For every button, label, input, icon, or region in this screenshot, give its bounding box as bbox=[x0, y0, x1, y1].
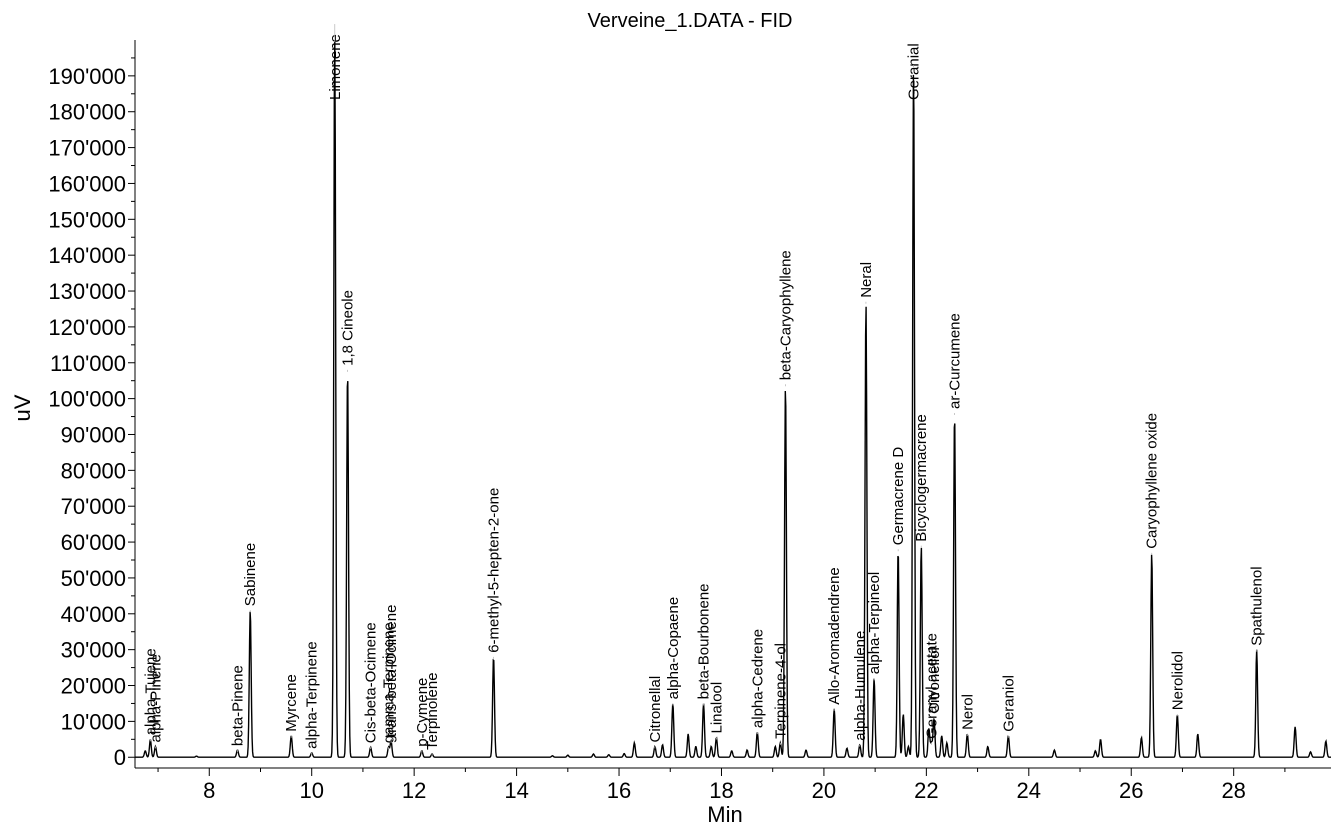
x-tick-label: 26 bbox=[1119, 778, 1143, 803]
y-tick-label: 20'000 bbox=[61, 674, 126, 699]
peak-label: gamma-Terpinene bbox=[381, 622, 398, 743]
peak-label: alpha-Tujene bbox=[142, 648, 159, 735]
x-axis: 8 10 12 14 16 18 20 22 24 26 28 bbox=[157, 768, 1286, 803]
y-tick-label: 190'000 bbox=[48, 64, 126, 89]
chart-title: Verveine_1.DATA - FID bbox=[588, 10, 793, 32]
x-tick-label: 12 bbox=[402, 778, 426, 803]
peak-label: beta-Pinene bbox=[229, 665, 246, 746]
peak-label: alpha-Cedrene bbox=[749, 629, 766, 728]
x-tick-label: 18 bbox=[709, 778, 733, 803]
peak-label: alpha-Terpinene bbox=[304, 641, 321, 749]
x-tick-label: 24 bbox=[1017, 778, 1041, 803]
x-tick-label: 20 bbox=[812, 778, 836, 803]
peak-label: ar-Curcumene bbox=[947, 313, 964, 409]
peak-label: 1,8 Cineole bbox=[340, 290, 357, 366]
y-tick-label: 10'000 bbox=[61, 709, 126, 734]
y-tick-label: 30'000 bbox=[61, 638, 126, 663]
y-tick-label: 40'000 bbox=[61, 602, 126, 627]
peak-label: Neral bbox=[858, 262, 875, 298]
y-tick-label: 170'000 bbox=[48, 136, 126, 161]
y-tick-label: 60'000 bbox=[61, 530, 126, 555]
y-tick-label: 0 bbox=[114, 745, 126, 770]
peak-label: Linalool bbox=[708, 682, 725, 734]
peak-label: alpha-Terpineol bbox=[866, 572, 883, 675]
x-tick-label: 16 bbox=[607, 778, 631, 803]
peak-label: Geraniol bbox=[1000, 675, 1017, 732]
y-tick-label: 100'000 bbox=[48, 387, 126, 412]
peak-label: Myrcene bbox=[283, 674, 300, 732]
y-tick-label: 50'000 bbox=[61, 566, 126, 591]
peak-label: Caryophyllene oxide bbox=[1144, 413, 1161, 549]
peak-label: 6-methyl-5-hepten-2-one bbox=[486, 488, 503, 653]
x-tick-label: 14 bbox=[504, 778, 528, 803]
peak-label: Germacrene D bbox=[890, 447, 907, 546]
y-tick-label: 70'000 bbox=[61, 494, 126, 519]
peak-label: alpha-Humulene bbox=[852, 631, 869, 741]
peak-label: Nerol bbox=[959, 694, 976, 730]
peak-label: Allo-Aromadendrene bbox=[826, 567, 843, 705]
peak-label: Citronellal bbox=[647, 676, 664, 743]
peak-label: Cis-beta-Ocimene bbox=[363, 622, 380, 743]
y-tick-label: 160'000 bbox=[48, 171, 126, 196]
peak-label: Terpinene-4-ol bbox=[772, 643, 789, 739]
y-tick-label: 80'000 bbox=[61, 458, 126, 483]
peak-label: Sabinene bbox=[242, 543, 259, 606]
y-tick-label: 140'000 bbox=[48, 243, 126, 268]
y-tick-label: 110'000 bbox=[50, 351, 126, 376]
y-tick-label: 180'000 bbox=[48, 100, 126, 125]
y-tick-label: 150'000 bbox=[48, 207, 126, 232]
peak-label: p-Cymene bbox=[414, 678, 431, 747]
peak-label: Nerolidol bbox=[1169, 651, 1186, 710]
peak-label: Citronellol bbox=[926, 647, 943, 714]
peak-label: Geranial bbox=[906, 43, 923, 100]
y-tick-label: 90'000 bbox=[61, 422, 126, 447]
peak-label: Terpinolene bbox=[424, 672, 441, 750]
peak-label: alpha-Copaene bbox=[665, 597, 682, 700]
y-tick-label: 120'000 bbox=[48, 315, 126, 340]
y-axis-label: uV bbox=[10, 394, 35, 421]
x-tick-label: 10 bbox=[299, 778, 323, 803]
peak-label: beta-Bourbonene bbox=[696, 583, 713, 699]
y-axis: 0 10'000 20'000 30'000 40'000 50'000 60'000 70'… bbox=[48, 57, 135, 770]
x-tick-label: 22 bbox=[914, 778, 938, 803]
x-tick-label: 8 bbox=[203, 778, 215, 803]
x-tick-label: 28 bbox=[1221, 778, 1245, 803]
peak-label: Limonene bbox=[327, 34, 344, 100]
peak-label: Bicyclogermacrene bbox=[913, 414, 930, 542]
peak-label: beta-Caryophyllene bbox=[778, 250, 795, 380]
y-tick-label: 130'000 bbox=[48, 279, 126, 304]
chromatogram-trace bbox=[135, 39, 1331, 758]
peak-label: Geranyl acetate bbox=[924, 633, 941, 739]
trace-line bbox=[135, 39, 1331, 758]
peak-label: trans-beta-Ocimene bbox=[383, 605, 400, 738]
peak-label: alpha-Pinene bbox=[148, 654, 165, 742]
peak-label: Spathulenol bbox=[1249, 566, 1266, 645]
x-axis-label: Min bbox=[707, 802, 742, 827]
